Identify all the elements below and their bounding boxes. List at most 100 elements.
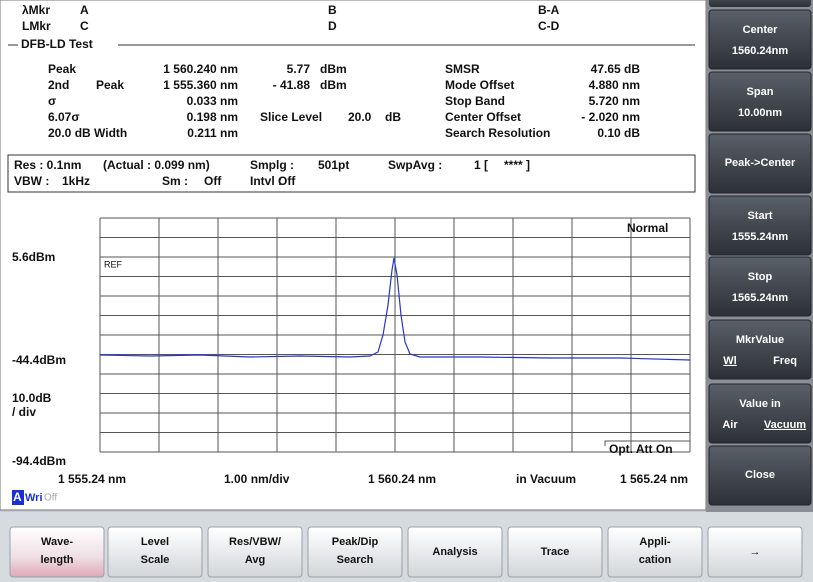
result-text: 0.198 nm (187, 110, 238, 124)
setting-text: 501pt (318, 158, 349, 172)
sidebar-button[interactable] (708, 445, 812, 506)
menu-button[interactable] (407, 526, 503, 578)
x-label: 1.00 nm/div (224, 472, 290, 486)
menu-button[interactable] (107, 526, 203, 578)
button (709, 0, 811, 7)
sidebar-button[interactable] (708, 71, 812, 132)
setting-text: Off (204, 174, 222, 188)
result-text: Center Offset (445, 110, 521, 124)
sidebar-button[interactable] (708, 133, 812, 194)
button-value: 1560.24nm (732, 45, 788, 57)
result-text: Mode Offset (445, 78, 514, 92)
setting-text: Off (278, 174, 296, 188)
label: D (328, 19, 337, 33)
scale-label: 10.0dB (12, 391, 52, 405)
menu-button[interactable] (707, 526, 803, 578)
menu-label: → (750, 546, 761, 558)
setting-text: (Actual : 0.099 nm) (103, 158, 210, 172)
trace-badge (12, 490, 24, 505)
result-text: 1 555.360 nm (163, 78, 238, 92)
button-title: Value in (739, 398, 781, 410)
trace-label: A (13, 490, 22, 504)
result-text: 5.77 (287, 62, 311, 76)
level-label: -44.4dBm (12, 353, 66, 367)
menu-label: Trace (541, 546, 570, 558)
sidebar-button[interactable] (708, 195, 812, 256)
settings-box (7, 154, 696, 193)
sidebar-button[interactable] (708, 319, 812, 380)
x-label: 1 555.24 nm (58, 472, 126, 486)
sidebar-button[interactable] (708, 256, 812, 317)
results: Peak 1 560.240 nm 5.77 dBm SMSR 47.65 dB… (48, 62, 640, 140)
settings: Res : 0.1nm (Actual : 0.099 nm) Smplg : … (14, 158, 530, 188)
menu-label: Analysis (432, 546, 477, 558)
scale-label: / div (12, 405, 36, 419)
setting-text: Smplg : (250, 158, 294, 172)
menu-button[interactable] (207, 526, 303, 578)
level-label: 5.6dBm (12, 250, 55, 264)
result-text: Search Resolution (445, 126, 550, 140)
sidebar-button[interactable] (708, 383, 812, 444)
result-text: 5.720 nm (589, 94, 640, 108)
result-text: 1 560.240 nm (163, 62, 238, 76)
result-text: 4.880 nm (589, 78, 640, 92)
result-text: - 2.020 nm (581, 110, 640, 124)
menu-label: cation (639, 554, 672, 566)
button-title: Close (745, 469, 775, 481)
menu-button[interactable] (507, 526, 603, 578)
menu-button[interactable] (9, 526, 105, 578)
setting-text: **** ] (504, 158, 530, 172)
menu-button[interactable] (607, 526, 703, 578)
trace-state: Off (44, 493, 57, 504)
setting-text: VBW : (14, 174, 49, 188)
bottom-menu: Wave-length Level Scale Res/VBW/Avg Peak/Dip… (9, 526, 803, 578)
menu-label: Search (337, 554, 374, 566)
label: C (80, 19, 89, 33)
graph-labels: 5.6dBm -44.4dBm 10.0dB / div -94.4dBm No… (12, 221, 690, 505)
button-option: Wl (723, 355, 736, 367)
setting-text: 1 [ (474, 158, 488, 172)
button-title: MkrValue (736, 334, 784, 346)
result-text: dB (385, 110, 401, 124)
spectrum-trace (99, 257, 691, 361)
button-value: 10.00nm (738, 107, 782, 119)
menu-label: Res/VBW/ (229, 536, 281, 548)
setting-text: Sm : (162, 174, 188, 188)
setting-text: SwpAvg : (388, 158, 442, 172)
menu-button[interactable] (307, 526, 403, 578)
level-label: -94.4dBm (12, 454, 66, 468)
setting-text: Intvl : (250, 174, 282, 188)
menu-label: Wave- (41, 536, 73, 548)
graph-grid (99, 217, 691, 453)
button-title: Start (747, 210, 772, 222)
main-panel (0, 0, 707, 511)
result-text: SMSR (445, 62, 480, 76)
ref-marker: REF (104, 259, 123, 269)
trace-mode: Wri (25, 492, 43, 504)
button-option: Air (722, 419, 738, 431)
sidebar-buttons: Center 1560.24nm Span 10.00nm Peak->Center St… (708, 0, 812, 506)
att-box (604, 440, 690, 446)
setting-text: Res : 0.1nm (14, 158, 81, 172)
result-text: σ (48, 94, 56, 108)
button-value: 1555.24nm (732, 231, 788, 243)
x-label: in Vacuum (516, 472, 576, 486)
label: C-D (538, 19, 560, 33)
menu-label: length (41, 554, 74, 566)
button-option: Vacuum (764, 419, 806, 431)
button-title: Stop (748, 271, 773, 283)
result-text: dBm (320, 78, 347, 92)
button-option: Freq (773, 355, 797, 367)
result-text: 20.0 dB Width (48, 126, 127, 140)
x-label: 1 560.24 nm (368, 472, 436, 486)
result-text: 6.07σ (48, 110, 80, 124)
button-title: Span (747, 86, 774, 98)
result-text: Peak (96, 78, 124, 92)
label: LMkr (22, 19, 51, 33)
result-text: - 41.88 (273, 78, 311, 92)
result-text: dBm (320, 62, 347, 76)
result-text: 20.0 (348, 110, 372, 124)
result-text: 2nd (48, 78, 69, 92)
sidebar-button[interactable] (708, 9, 812, 70)
